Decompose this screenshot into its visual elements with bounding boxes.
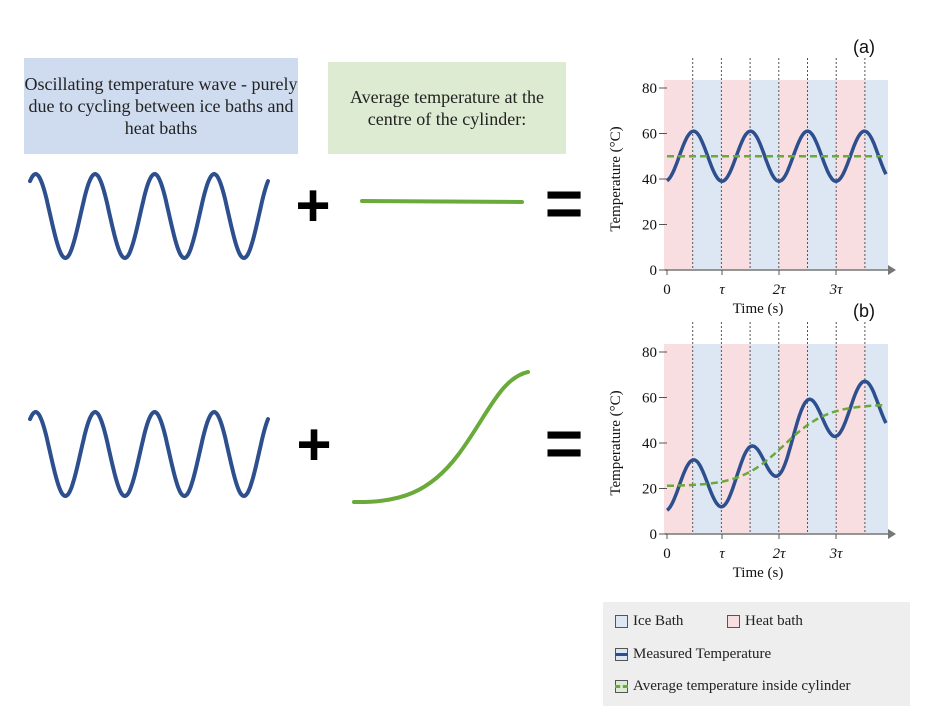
constant-average-line [360, 199, 524, 204]
equation-row-b: + = [28, 370, 584, 505]
measured-temperature-swatch [615, 648, 628, 661]
legend-measured-temperature-label: Measured Temperature [633, 646, 772, 662]
y-tick-label: 40 [642, 172, 657, 188]
temperature-diagram: + = + = 0 20 40 60 80 0 τ 2τ 3τ Time (s) Temperatu… [28, 37, 896, 581]
x-tick-label: 2τ [773, 546, 787, 562]
oscillating-wave-caption-box: Oscillating temperature wave - purely du… [24, 58, 298, 154]
legend-ice-bath: Ice Bath [615, 613, 683, 630]
x-tick-label: 3τ [829, 282, 844, 298]
oscillating-wave-b [28, 409, 270, 499]
legend-ice-bath-label: Ice Bath [633, 613, 684, 629]
axes [659, 87, 896, 275]
legend: Ice Bath Heat bath Measured Temperature … [603, 602, 910, 706]
x-axis-label: Time (s) [733, 565, 784, 581]
measured-temperature-line [665, 379, 888, 512]
legend-measured-temperature: Measured Temperature [615, 646, 771, 663]
rising-average-curve [352, 370, 530, 505]
average-temperature-line [667, 403, 886, 488]
y-tick-label: 80 [642, 345, 657, 361]
y-tick-label: 20 [642, 482, 657, 498]
panel-label: (a) [853, 37, 875, 57]
legend-average-temperature: Average temperature inside cylinder [615, 678, 851, 695]
legend-heat-bath-label: Heat bath [745, 613, 803, 629]
x-tick-label: τ [719, 282, 725, 298]
bath-band [664, 80, 693, 270]
bath-band [778, 80, 808, 270]
x-tick-label: 3τ [829, 546, 844, 562]
legend-heat-bath: Heat bath [727, 613, 803, 630]
average-temperature-swatch [615, 680, 628, 693]
chart-b: 0 20 40 60 80 0 τ 2τ 3τ Time (s) Temperature (°C) (… [608, 301, 896, 581]
plus-sign-a: + [295, 172, 330, 239]
y-axis-label: Temperature (°C) [608, 390, 624, 495]
chart-a: 0 20 40 60 80 0 τ 2τ 3τ Time (s) Temperature (°C) (… [608, 37, 896, 317]
average-temperature-caption: Average temperature at the centre of the… [349, 87, 545, 129]
equation-row-a: + = [28, 166, 584, 261]
x-axis-label: Time (s) [733, 301, 784, 317]
bath-band [750, 344, 779, 534]
y-tick-label: 60 [642, 391, 657, 407]
y-axis-label: Temperature (°C) [608, 126, 624, 231]
heat-bath-swatch [727, 615, 740, 628]
bath-band [807, 344, 837, 534]
y-tick-label: 20 [642, 218, 657, 234]
y-tick-label: 80 [642, 81, 657, 97]
oscillating-wave-a [28, 171, 270, 261]
x-tick-label: τ [719, 546, 725, 562]
y-tick-label: 0 [650, 527, 658, 543]
bath-band [836, 344, 865, 534]
x-tick-label: 2τ [773, 282, 787, 298]
measured-temperature-line [665, 129, 888, 184]
oscillating-wave-caption: Oscillating temperature wave - purely du… [24, 74, 298, 138]
bath-band [721, 80, 751, 270]
x-tick-label: 0 [663, 546, 671, 562]
bath-band [664, 344, 693, 534]
y-tick-label: 60 [642, 127, 657, 143]
panel-label: (b) [853, 301, 875, 321]
axes [659, 351, 896, 539]
bath-band [864, 344, 888, 534]
legend-average-temperature-label: Average temperature inside cylinder [633, 678, 851, 694]
bath-band [750, 80, 779, 270]
bath-band [836, 80, 865, 270]
x-tick-label: 0 [663, 282, 671, 298]
equals-sign-a: = [545, 166, 584, 240]
average-temperature-caption-box: Average temperature at the centre of the… [328, 62, 566, 154]
y-tick-label: 0 [650, 263, 658, 279]
equals-sign-b: = [545, 406, 584, 480]
plus-sign-b: + [296, 411, 331, 478]
bath-band [807, 80, 837, 270]
ice-bath-swatch [615, 615, 628, 628]
bath-band [864, 80, 888, 270]
y-tick-label: 40 [642, 436, 657, 452]
